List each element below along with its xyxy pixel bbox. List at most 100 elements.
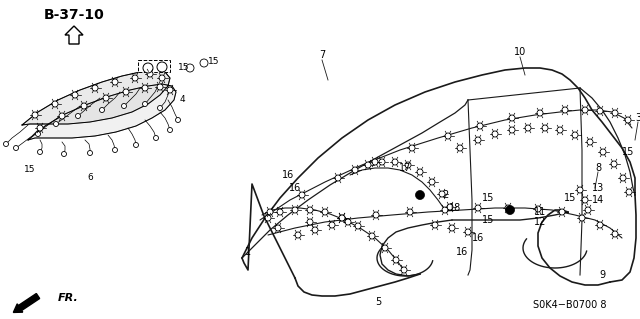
Circle shape: [345, 219, 351, 225]
Polygon shape: [28, 84, 176, 140]
Circle shape: [37, 125, 43, 131]
Circle shape: [339, 215, 345, 221]
Circle shape: [392, 159, 398, 165]
Text: 15: 15: [482, 193, 494, 203]
Text: 3: 3: [635, 113, 640, 123]
Circle shape: [123, 89, 129, 95]
Circle shape: [597, 108, 603, 114]
Circle shape: [72, 92, 78, 98]
Circle shape: [175, 117, 180, 122]
Circle shape: [612, 231, 618, 237]
Circle shape: [525, 125, 531, 131]
Circle shape: [625, 117, 631, 123]
Circle shape: [132, 75, 138, 81]
Circle shape: [186, 64, 194, 72]
Circle shape: [442, 207, 448, 213]
Circle shape: [35, 131, 40, 137]
Circle shape: [465, 229, 471, 235]
Circle shape: [379, 159, 385, 165]
Circle shape: [143, 101, 147, 107]
Circle shape: [292, 207, 298, 213]
Circle shape: [447, 204, 453, 210]
Text: 15: 15: [178, 63, 189, 72]
Circle shape: [267, 209, 273, 215]
Circle shape: [382, 245, 388, 251]
Circle shape: [322, 209, 328, 215]
Circle shape: [134, 143, 138, 147]
Circle shape: [143, 63, 153, 73]
Text: 15: 15: [564, 193, 576, 203]
Circle shape: [559, 209, 565, 215]
Circle shape: [393, 257, 399, 263]
Text: 15: 15: [24, 166, 36, 174]
Text: 12: 12: [534, 217, 546, 227]
Circle shape: [122, 103, 127, 108]
Text: 16: 16: [456, 247, 468, 257]
Circle shape: [445, 133, 451, 139]
Circle shape: [417, 169, 423, 175]
Circle shape: [312, 227, 318, 233]
Circle shape: [585, 207, 591, 213]
Polygon shape: [65, 26, 83, 44]
Circle shape: [157, 62, 167, 72]
Circle shape: [61, 152, 67, 157]
Circle shape: [159, 75, 165, 81]
Circle shape: [505, 205, 511, 211]
Text: 8: 8: [595, 163, 601, 173]
Text: FR.: FR.: [58, 293, 79, 303]
Circle shape: [372, 159, 378, 165]
Circle shape: [429, 179, 435, 185]
Circle shape: [449, 225, 455, 231]
Circle shape: [506, 205, 515, 214]
Circle shape: [3, 142, 8, 146]
Circle shape: [577, 187, 583, 193]
Circle shape: [265, 215, 271, 221]
Text: 5: 5: [375, 297, 381, 307]
Circle shape: [475, 137, 481, 143]
Circle shape: [477, 123, 483, 129]
Circle shape: [626, 189, 632, 195]
Circle shape: [142, 85, 148, 91]
Circle shape: [38, 150, 42, 154]
Circle shape: [509, 127, 515, 133]
Circle shape: [557, 127, 563, 133]
Text: 17: 17: [399, 163, 411, 173]
Circle shape: [277, 209, 283, 215]
Circle shape: [432, 222, 438, 228]
Polygon shape: [22, 70, 170, 125]
Circle shape: [509, 115, 515, 121]
Circle shape: [582, 107, 588, 113]
Circle shape: [409, 145, 415, 151]
Circle shape: [157, 84, 163, 90]
Circle shape: [352, 167, 358, 173]
Text: 16: 16: [282, 170, 294, 180]
Circle shape: [582, 197, 588, 203]
Circle shape: [537, 110, 543, 116]
Text: 1: 1: [245, 247, 251, 257]
Circle shape: [597, 222, 603, 228]
Circle shape: [611, 161, 617, 167]
Text: 7: 7: [319, 50, 325, 60]
Circle shape: [579, 215, 585, 221]
Text: 16: 16: [289, 183, 301, 193]
Circle shape: [92, 85, 98, 91]
Circle shape: [369, 233, 375, 239]
Text: 9: 9: [599, 270, 605, 280]
Circle shape: [475, 205, 481, 211]
Circle shape: [157, 106, 163, 110]
Circle shape: [103, 95, 109, 101]
Text: 14: 14: [592, 195, 604, 205]
Circle shape: [620, 175, 626, 181]
Circle shape: [307, 219, 313, 225]
Circle shape: [275, 225, 281, 231]
Text: 15: 15: [208, 57, 220, 66]
Circle shape: [600, 149, 606, 155]
Circle shape: [329, 222, 335, 228]
Circle shape: [52, 101, 58, 107]
Circle shape: [587, 139, 593, 145]
Circle shape: [167, 87, 173, 93]
Text: 13: 13: [592, 183, 604, 193]
Circle shape: [307, 207, 313, 213]
Circle shape: [335, 175, 341, 181]
Circle shape: [612, 110, 618, 116]
